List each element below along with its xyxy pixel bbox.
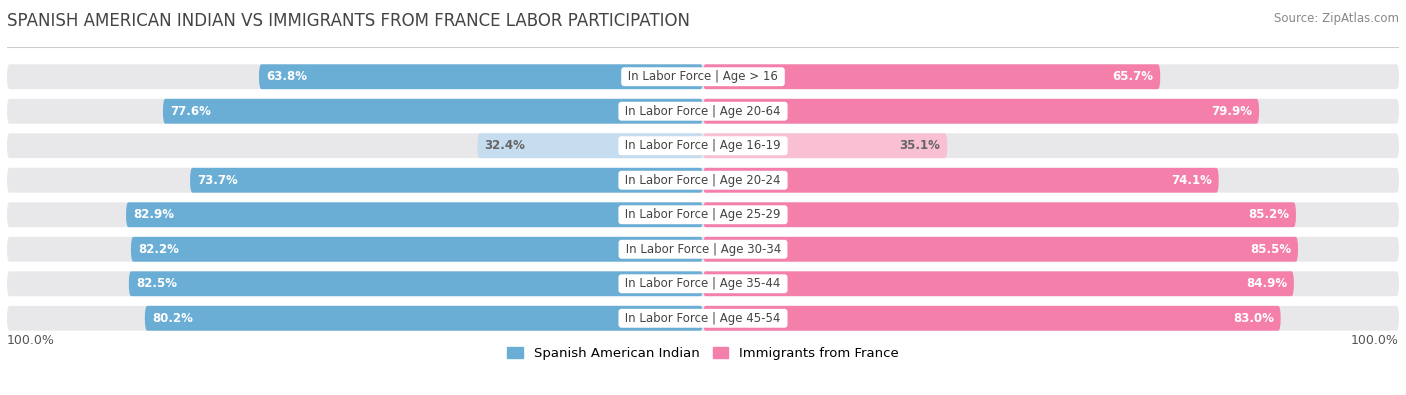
Text: 74.1%: 74.1% — [1171, 174, 1212, 187]
FancyBboxPatch shape — [703, 306, 1281, 331]
Text: In Labor Force | Age 20-64: In Labor Force | Age 20-64 — [621, 105, 785, 118]
Text: 35.1%: 35.1% — [900, 139, 941, 152]
FancyBboxPatch shape — [478, 134, 703, 158]
FancyBboxPatch shape — [703, 134, 948, 158]
Text: In Labor Force | Age 16-19: In Labor Force | Age 16-19 — [621, 139, 785, 152]
FancyBboxPatch shape — [259, 64, 703, 89]
FancyBboxPatch shape — [145, 306, 703, 331]
FancyBboxPatch shape — [131, 237, 703, 261]
FancyBboxPatch shape — [7, 271, 1399, 296]
FancyBboxPatch shape — [127, 202, 703, 227]
Text: 82.5%: 82.5% — [136, 277, 177, 290]
FancyBboxPatch shape — [7, 237, 1399, 261]
Text: 84.9%: 84.9% — [1246, 277, 1286, 290]
Text: In Labor Force | Age 30-34: In Labor Force | Age 30-34 — [621, 243, 785, 256]
FancyBboxPatch shape — [7, 168, 1399, 193]
FancyBboxPatch shape — [703, 99, 1260, 124]
Text: In Labor Force | Age 45-54: In Labor Force | Age 45-54 — [621, 312, 785, 325]
Text: 32.4%: 32.4% — [485, 139, 526, 152]
Text: 65.7%: 65.7% — [1112, 70, 1153, 83]
Text: Source: ZipAtlas.com: Source: ZipAtlas.com — [1274, 12, 1399, 25]
Legend: Spanish American Indian, Immigrants from France: Spanish American Indian, Immigrants from… — [502, 341, 904, 365]
Text: 85.2%: 85.2% — [1249, 208, 1289, 221]
FancyBboxPatch shape — [7, 134, 1399, 158]
Text: In Labor Force | Age 25-29: In Labor Force | Age 25-29 — [621, 208, 785, 221]
FancyBboxPatch shape — [7, 64, 1399, 89]
Text: 80.2%: 80.2% — [152, 312, 193, 325]
FancyBboxPatch shape — [7, 306, 1399, 331]
Text: In Labor Force | Age > 16: In Labor Force | Age > 16 — [624, 70, 782, 83]
FancyBboxPatch shape — [163, 99, 703, 124]
Text: 85.5%: 85.5% — [1250, 243, 1291, 256]
Text: 100.0%: 100.0% — [7, 333, 55, 346]
Text: In Labor Force | Age 20-24: In Labor Force | Age 20-24 — [621, 174, 785, 187]
Text: 83.0%: 83.0% — [1233, 312, 1274, 325]
FancyBboxPatch shape — [703, 237, 1298, 261]
Text: 77.6%: 77.6% — [170, 105, 211, 118]
FancyBboxPatch shape — [703, 271, 1294, 296]
Text: 73.7%: 73.7% — [197, 174, 238, 187]
FancyBboxPatch shape — [703, 202, 1296, 227]
Text: In Labor Force | Age 35-44: In Labor Force | Age 35-44 — [621, 277, 785, 290]
FancyBboxPatch shape — [190, 168, 703, 193]
Text: 82.9%: 82.9% — [134, 208, 174, 221]
FancyBboxPatch shape — [7, 202, 1399, 227]
FancyBboxPatch shape — [703, 64, 1160, 89]
FancyBboxPatch shape — [703, 168, 1219, 193]
Text: 63.8%: 63.8% — [266, 70, 307, 83]
FancyBboxPatch shape — [7, 99, 1399, 124]
Text: SPANISH AMERICAN INDIAN VS IMMIGRANTS FROM FRANCE LABOR PARTICIPATION: SPANISH AMERICAN INDIAN VS IMMIGRANTS FR… — [7, 12, 690, 30]
Text: 82.2%: 82.2% — [138, 243, 179, 256]
Text: 100.0%: 100.0% — [1351, 333, 1399, 346]
Text: 79.9%: 79.9% — [1211, 105, 1253, 118]
FancyBboxPatch shape — [129, 271, 703, 296]
